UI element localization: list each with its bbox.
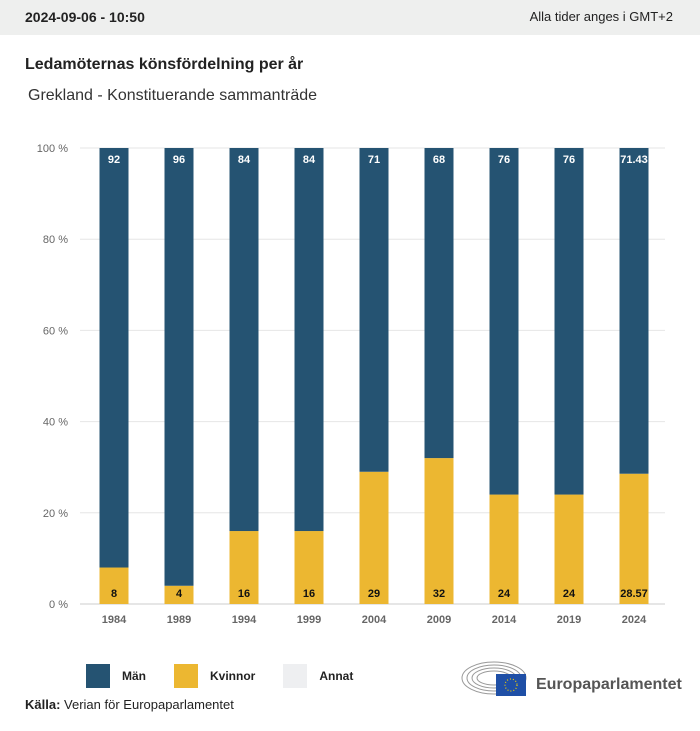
data-label: 32: [433, 588, 445, 600]
y-tick-label: 60 %: [43, 325, 68, 337]
bar-män-1984[interactable]: [99, 148, 129, 568]
bar-män-1994[interactable]: [229, 148, 259, 532]
y-tick-label: 20 %: [43, 508, 68, 520]
logo-text: Europaparlamentet: [536, 676, 682, 693]
bar-kvinnor-2019[interactable]: [554, 494, 584, 604]
bar-kvinnor-1999[interactable]: [294, 531, 324, 604]
data-label: 84: [238, 154, 251, 166]
data-label: 16: [238, 588, 250, 600]
source-note: Källa: Verian för Europaparlamentet: [25, 697, 234, 712]
data-label: 76: [498, 154, 510, 166]
bar-män-2014[interactable]: [489, 148, 519, 495]
x-tick-label: 1984: [102, 614, 127, 626]
bar-kvinnor-2024[interactable]: [619, 473, 649, 604]
date-time: 2024-09-06 - 10:50: [25, 9, 145, 25]
bar-kvinnor-1984[interactable]: [99, 567, 129, 604]
y-tick-label: 100 %: [37, 143, 68, 155]
legend-swatch: [86, 664, 110, 688]
bar-män-2009[interactable]: [424, 148, 454, 459]
source-text: Verian för Europaparlamentet: [64, 697, 234, 712]
bar-kvinnor-2004[interactable]: [359, 471, 389, 604]
top-bar: 2024-09-06 - 10:50 Alla tider anges i GM…: [0, 0, 700, 35]
legend-label: Kvinnor: [210, 669, 256, 683]
source-label: Källa:: [25, 697, 61, 712]
x-tick-label: 2024: [622, 614, 647, 626]
data-label: 29: [368, 588, 380, 600]
bar-kvinnor-1989[interactable]: [164, 585, 194, 604]
bar-män-1989[interactable]: [164, 148, 194, 586]
timezone-note: Alla tider anges i GMT+2: [529, 9, 673, 24]
data-label: 16: [303, 588, 315, 600]
data-label: 68: [433, 154, 445, 166]
y-tick-label: 0 %: [49, 599, 68, 611]
data-label: 71.43: [620, 154, 648, 166]
legend-swatch: [174, 664, 198, 688]
y-tick-label: 40 %: [43, 417, 68, 429]
x-tick-label: 2009: [427, 614, 451, 626]
data-label: 8: [111, 588, 117, 600]
x-tick-label: 1994: [232, 614, 257, 626]
bar-män-1999[interactable]: [294, 148, 324, 532]
x-tick-label: 2004: [362, 614, 387, 626]
x-tick-label: 1999: [297, 614, 321, 626]
legend-swatch: [283, 664, 308, 688]
data-label: 24: [563, 588, 576, 600]
legend: Män Kvinnor Annat: [86, 664, 381, 688]
legend-label: Annat: [319, 669, 354, 683]
data-label: 96: [173, 154, 185, 166]
bar-kvinnor-2014[interactable]: [489, 494, 519, 604]
data-label: 76: [563, 154, 575, 166]
chart-subtitle: Grekland - Konstituerande sammanträde: [28, 87, 318, 104]
legend-label: Män: [122, 669, 146, 683]
legend-item-annat[interactable]: Annat: [283, 664, 353, 688]
europarl-logo: Europaparlamentet: [460, 658, 682, 698]
legend-item-man[interactable]: Män: [86, 664, 146, 688]
data-label: 24: [498, 588, 511, 600]
chart-title: Ledamöternas könsfördelning per år: [25, 56, 304, 73]
data-label: 4: [176, 588, 183, 600]
bar-män-2024[interactable]: [619, 148, 649, 474]
bar-chart: 0 % 20 % 40 % 60 % 80 % 100 % 8 92 1984 4 96 1989 16…: [37, 143, 665, 626]
x-tick-label: 2014: [492, 614, 517, 626]
data-label: 92: [108, 154, 120, 166]
data-label: 84: [303, 154, 316, 166]
data-label: 28.57: [620, 588, 648, 600]
bar-män-2019[interactable]: [554, 148, 584, 495]
x-tick-label: 1989: [167, 614, 191, 626]
x-tick-label: 2019: [557, 614, 581, 626]
bar-kvinnor-1994[interactable]: [229, 531, 259, 604]
data-label: 71: [368, 154, 380, 166]
legend-item-kvinnor[interactable]: Kvinnor: [174, 664, 255, 688]
bar-kvinnor-2009[interactable]: [424, 458, 454, 604]
bar-män-2004[interactable]: [359, 148, 389, 472]
y-tick-label: 80 %: [43, 234, 68, 246]
parliament-logo-icon: [461, 661, 527, 696]
